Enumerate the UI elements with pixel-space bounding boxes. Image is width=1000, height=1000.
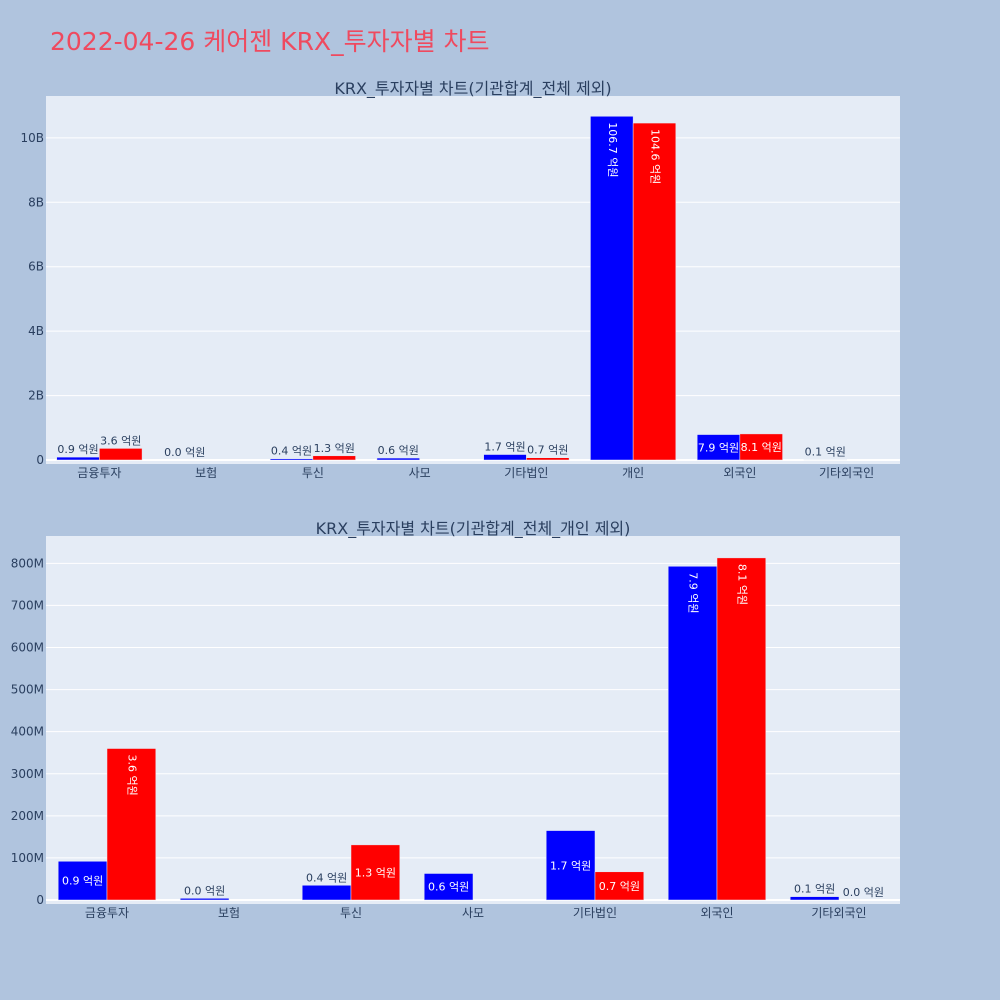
- x-tick-label: 보험: [218, 906, 240, 920]
- x-tick-label: 투신: [302, 466, 324, 480]
- y-tick-label: 0: [36, 893, 44, 907]
- data-label: 0.0 억원: [843, 886, 884, 899]
- bar: [716, 557, 767, 901]
- bar: [526, 457, 570, 461]
- y-tick-label: 200M: [11, 809, 44, 823]
- bar: [350, 844, 401, 901]
- data-label: 7.9 억원: [687, 572, 700, 613]
- x-tick-label: 개인: [622, 466, 644, 480]
- plot-area: [46, 96, 900, 464]
- x-tick-label: 사모: [462, 906, 484, 920]
- data-label: 1.3 억원: [355, 866, 396, 879]
- x-tick-label: 사모: [409, 466, 431, 480]
- bar: [483, 454, 527, 461]
- x-tick-label: 보험: [195, 466, 217, 480]
- x-tick-label: 기타법인: [504, 466, 548, 480]
- bar: [739, 433, 783, 461]
- y-tick-label: 400M: [11, 725, 44, 739]
- page-title: 2022-04-26 케어젠 KRX_투자자별 차트: [50, 27, 490, 56]
- data-label: 3.6 억원: [125, 755, 138, 796]
- data-label: 0.6 억원: [428, 881, 469, 894]
- bar: [423, 873, 474, 901]
- data-label: 1.3 억원: [314, 442, 355, 455]
- data-label: 0.1 억원: [805, 446, 846, 459]
- y-tick-label: 2B: [28, 389, 44, 403]
- bar: [312, 455, 356, 461]
- x-tick-label: 기타외국인: [819, 466, 874, 480]
- plot-area: [46, 536, 900, 904]
- bar: [179, 898, 230, 901]
- data-label: 0.9 억원: [57, 443, 98, 456]
- data-label: 0.4 억원: [271, 445, 312, 458]
- chart-panel-1: 0 2B 4B 6B 8B 10B KRX_투자자별 차트(기관합계_전체 제외) 금융투자 0…: [20, 79, 900, 480]
- data-label: 0.9 억원: [62, 875, 103, 888]
- data-label: 8.1 억원: [741, 441, 782, 454]
- data-label: 0.0 억원: [184, 884, 225, 897]
- bar: [376, 457, 420, 461]
- x-tick-label: 외국인: [700, 906, 733, 920]
- bar: [301, 885, 352, 901]
- y-tick-label: 8B: [28, 195, 44, 209]
- data-label: 0.4 억원: [306, 871, 347, 884]
- data-label: 3.6 억원: [100, 434, 141, 447]
- bar: [106, 748, 157, 901]
- bar: [269, 458, 314, 461]
- data-label: 1.7 억원: [484, 441, 525, 454]
- bar: [789, 896, 840, 901]
- bar: [99, 448, 143, 461]
- data-label: 7.9 억원: [698, 441, 739, 454]
- bar: [632, 122, 677, 461]
- data-label: 0.0 억원: [164, 446, 205, 459]
- x-tick-label: 기타법인: [573, 906, 617, 920]
- x-tick-label: 외국인: [723, 466, 756, 480]
- data-label: 0.1 억원: [794, 883, 835, 896]
- chart-title: KRX_투자자별 차트(기관합계_전체 제외): [334, 79, 611, 99]
- data-label: 8.1 억원: [735, 564, 748, 605]
- data-label: 106.7 억원: [606, 122, 619, 177]
- data-label: 0.7 억원: [527, 444, 568, 457]
- x-tick-label: 투신: [340, 906, 362, 920]
- data-label: 104.6 억원: [648, 129, 661, 184]
- chart-title: KRX_투자자별 차트(기관합계_전체_개인 제외): [316, 519, 631, 539]
- y-tick-label: 10B: [20, 131, 44, 145]
- y-tick-label: 100M: [11, 851, 44, 865]
- y-tick-label: 4B: [28, 324, 44, 338]
- data-label: 1.7 억원: [550, 859, 591, 872]
- bar: [667, 566, 718, 901]
- x-tick-label: 금융투자: [85, 906, 129, 920]
- bar: [594, 871, 645, 901]
- bar: [545, 830, 596, 901]
- bar: [696, 434, 741, 461]
- y-tick-label: 600M: [11, 641, 44, 655]
- y-tick-label: 500M: [11, 683, 44, 697]
- y-tick-label: 700M: [11, 598, 44, 612]
- bar: [56, 456, 100, 461]
- y-tick-label: 800M: [11, 556, 44, 570]
- y-tick-label: 0: [36, 453, 44, 467]
- data-label: 0.6 억원: [378, 444, 419, 457]
- y-tick-label: 6B: [28, 260, 44, 274]
- y-tick-label: 300M: [11, 767, 44, 781]
- x-tick-label: 기타외국인: [811, 906, 866, 920]
- chart-panel-2: 0 100M 200M 300M 400M 500M 600M 700M 800M KRX_투자자…: [11, 519, 900, 920]
- x-tick-label: 금융투자: [77, 466, 121, 480]
- data-label: 0.7 억원: [599, 880, 640, 893]
